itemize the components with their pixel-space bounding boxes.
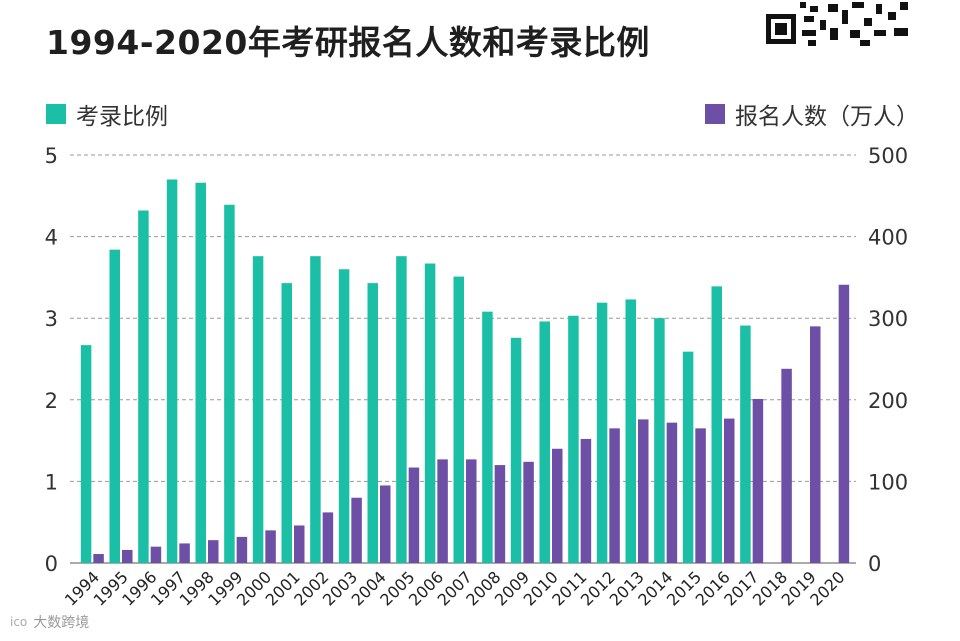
- ratio-bar: [510, 337, 522, 563]
- y-right-tick-label: 500: [868, 144, 908, 168]
- applicants-bar: [781, 368, 792, 563]
- applicants-bar: [466, 459, 477, 563]
- applicants-bar: [294, 525, 305, 563]
- applicants-bar: [122, 549, 133, 563]
- applicants-bar: [494, 465, 506, 563]
- y-left-tick-label: 0: [45, 552, 58, 576]
- y-right-tick-label: 0: [868, 552, 881, 576]
- applicants-bar: [93, 554, 104, 563]
- ratio-bar: [80, 345, 92, 563]
- y-right-tick-label: 200: [868, 389, 908, 413]
- ratio-bar: [539, 321, 550, 563]
- legend-applicants-swatch: [705, 104, 725, 124]
- footer-brand: ico 大数跨境: [10, 612, 89, 632]
- ratio-bar: [596, 302, 608, 563]
- applicants-bar: [208, 540, 219, 563]
- applicants-bar: [236, 536, 248, 563]
- y-left-tick-label: 4: [45, 226, 58, 250]
- ratio-bar: [338, 269, 350, 563]
- applicants-bar: [724, 418, 735, 563]
- applicants-bar: [265, 530, 276, 563]
- qr-code-icon: [764, 0, 912, 50]
- brand-name: 大数跨境: [33, 615, 90, 631]
- ratio-bar: [252, 256, 264, 563]
- legend-ratio-label: 考录比例: [76, 104, 168, 130]
- y-left-tick-label: 2: [45, 389, 58, 413]
- y-right-tick-label: 100: [868, 470, 908, 494]
- applicants-bar: [638, 419, 649, 563]
- ratio-bar: [367, 283, 378, 563]
- ratio-bar: [396, 256, 407, 563]
- ratio-bar: [482, 311, 493, 563]
- ratio-bar: [453, 276, 464, 563]
- y-right-tick-label: 400: [868, 226, 908, 250]
- ratio-bar: [138, 210, 149, 563]
- ratio-bar: [740, 325, 751, 563]
- legend-applicants: 报名人数（万人）: [705, 97, 919, 131]
- legend-ratio-swatch: [46, 104, 66, 124]
- ratio-bar: [281, 283, 292, 563]
- ratio-bar: [568, 315, 579, 563]
- applicants-bar: [695, 428, 706, 563]
- applicants-bar: [150, 546, 162, 563]
- applicants-bar: [322, 512, 334, 563]
- ratio-bar: [310, 256, 321, 563]
- applicants-bar: [838, 284, 850, 563]
- ratio-bar: [424, 263, 436, 563]
- brand-logo-icon: ico: [10, 615, 28, 629]
- applicants-bar: [351, 497, 362, 563]
- ratio-bar: [654, 318, 665, 563]
- y-left-tick-label: 5: [45, 144, 58, 168]
- ratio-bar: [711, 286, 722, 563]
- applicants-bar: [609, 428, 620, 563]
- chart-title: 1994-2020年考研报名人数和考录比例: [46, 23, 650, 62]
- y-left-tick-label: 1: [45, 470, 58, 494]
- ratio-bar: [166, 179, 178, 564]
- applicants-bar: [408, 467, 420, 563]
- y-right-tick-label: 300: [868, 307, 908, 331]
- applicants-bar: [666, 422, 678, 563]
- ratio-bar: [195, 182, 206, 563]
- y-left-tick-label: 3: [45, 307, 58, 331]
- applicants-bar: [810, 326, 821, 563]
- applicants-bar: [752, 398, 764, 563]
- ratio-bar: [682, 351, 694, 563]
- legend-applicants-label: 报名人数（万人）: [735, 104, 919, 130]
- applicants-bar: [380, 485, 391, 563]
- applicants-bar: [580, 438, 592, 563]
- applicants-bar: [523, 461, 534, 563]
- applicants-bar: [437, 459, 448, 563]
- ratio-bar: [109, 249, 120, 563]
- ratio-bar: [224, 204, 235, 563]
- ratio-bar: [625, 299, 636, 563]
- legend-ratio: 考录比例: [46, 97, 168, 131]
- applicants-bar: [179, 543, 190, 563]
- applicants-bar: [552, 448, 563, 563]
